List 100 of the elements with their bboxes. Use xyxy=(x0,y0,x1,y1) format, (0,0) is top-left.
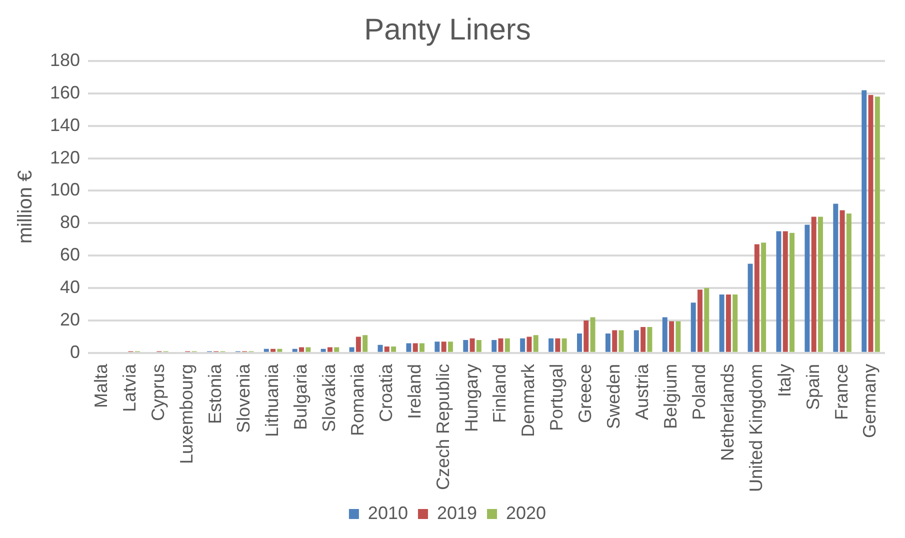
bar xyxy=(605,333,610,352)
bar xyxy=(470,338,475,352)
bar xyxy=(590,317,596,352)
bar xyxy=(804,224,810,352)
bar xyxy=(846,213,852,352)
bar xyxy=(726,294,731,352)
x-tick-label: Finland xyxy=(490,364,510,423)
bar xyxy=(776,231,782,352)
bar xyxy=(448,342,453,352)
bar xyxy=(420,343,424,352)
x-tick-label: Malta xyxy=(91,362,112,408)
bar xyxy=(676,321,681,352)
bar xyxy=(612,330,618,352)
legend-label: 2010 xyxy=(368,502,408,523)
bar xyxy=(874,96,880,352)
bar xyxy=(577,333,582,352)
x-tick-label: Slovakia xyxy=(318,362,339,432)
bar xyxy=(533,335,538,352)
x-tick-label: Poland xyxy=(688,364,709,420)
bar xyxy=(811,216,816,352)
bar xyxy=(790,232,795,352)
x-tick-label: Czech Republic xyxy=(432,364,453,490)
bar xyxy=(498,338,504,352)
bar xyxy=(306,347,311,352)
x-tick-label: Denmark xyxy=(518,362,538,437)
x-tick-label: Romania xyxy=(347,362,368,436)
legend-label: 2019 xyxy=(436,502,478,523)
x-tick-label: Slovenia xyxy=(234,362,254,433)
x-tick-label: Lithuania xyxy=(262,362,282,438)
bar xyxy=(754,244,760,352)
bar xyxy=(818,216,823,352)
bar xyxy=(647,326,652,352)
bar xyxy=(782,231,788,352)
y-axis-title: million € xyxy=(14,170,37,244)
x-tick-label: Estonia xyxy=(205,362,226,424)
bar xyxy=(441,342,446,352)
x-tick-label: Netherlands xyxy=(717,364,738,461)
bar xyxy=(669,321,674,352)
bar xyxy=(634,330,639,352)
y-tick-label: 60 xyxy=(60,244,80,265)
x-tick-label: Luxembourg xyxy=(176,364,197,464)
x-tick-label: Spain xyxy=(802,364,823,410)
bar xyxy=(555,338,560,352)
bar xyxy=(662,317,668,352)
y-tick-label: 140 xyxy=(50,114,80,135)
bar xyxy=(463,340,468,352)
bar xyxy=(719,294,724,352)
y-tick-label: 40 xyxy=(60,277,80,298)
x-tick-label: Croatia xyxy=(376,362,396,422)
y-tick-label: 160 xyxy=(50,82,80,102)
bar xyxy=(833,204,838,352)
bar xyxy=(277,348,282,352)
bar xyxy=(618,330,624,352)
bar xyxy=(584,320,589,352)
bar xyxy=(840,210,845,352)
bar xyxy=(327,347,332,352)
bar xyxy=(292,348,298,352)
bar xyxy=(362,335,368,352)
x-tick-label: Sweden xyxy=(604,364,624,429)
y-tick-label: 80 xyxy=(60,212,80,232)
bar xyxy=(562,338,567,352)
y-tick-label: 180 xyxy=(50,50,80,70)
bar xyxy=(384,346,390,352)
bar xyxy=(492,340,497,352)
y-tick-label: 20 xyxy=(60,309,80,330)
bar xyxy=(476,340,482,352)
bar xyxy=(412,343,418,352)
bar xyxy=(698,290,702,352)
x-tick-label: Greece xyxy=(575,364,596,423)
bar xyxy=(868,95,874,352)
bar xyxy=(748,264,753,352)
bar xyxy=(704,288,710,352)
bar xyxy=(640,326,646,352)
bar xyxy=(334,347,340,352)
bar xyxy=(349,347,354,352)
x-tick-label: Portugal xyxy=(546,364,567,431)
y-tick-label: 100 xyxy=(50,180,80,200)
chart-title: Panty Liners xyxy=(364,13,531,46)
y-tick-label: 0 xyxy=(70,342,80,362)
bar xyxy=(548,338,554,352)
bar xyxy=(520,338,526,352)
bar xyxy=(391,346,396,352)
bar xyxy=(320,348,326,352)
x-tick-label: Cyprus xyxy=(148,364,168,421)
bar xyxy=(862,90,867,352)
bar xyxy=(356,336,361,352)
bar xyxy=(761,242,766,352)
bar xyxy=(434,342,440,352)
y-tick-label: 120 xyxy=(50,147,80,168)
bar xyxy=(504,338,510,352)
x-tick-label: United Kingdom xyxy=(746,364,766,492)
x-tick-label: Austria xyxy=(632,362,652,420)
bar xyxy=(526,336,532,352)
x-tick-label: France xyxy=(831,364,852,420)
bar xyxy=(690,302,696,352)
legend-label: 2020 xyxy=(506,502,546,523)
bar xyxy=(299,347,304,352)
x-tick-label: Bulgaria xyxy=(290,362,310,430)
x-tick-label: Belgium xyxy=(660,364,680,429)
bar xyxy=(264,348,269,352)
